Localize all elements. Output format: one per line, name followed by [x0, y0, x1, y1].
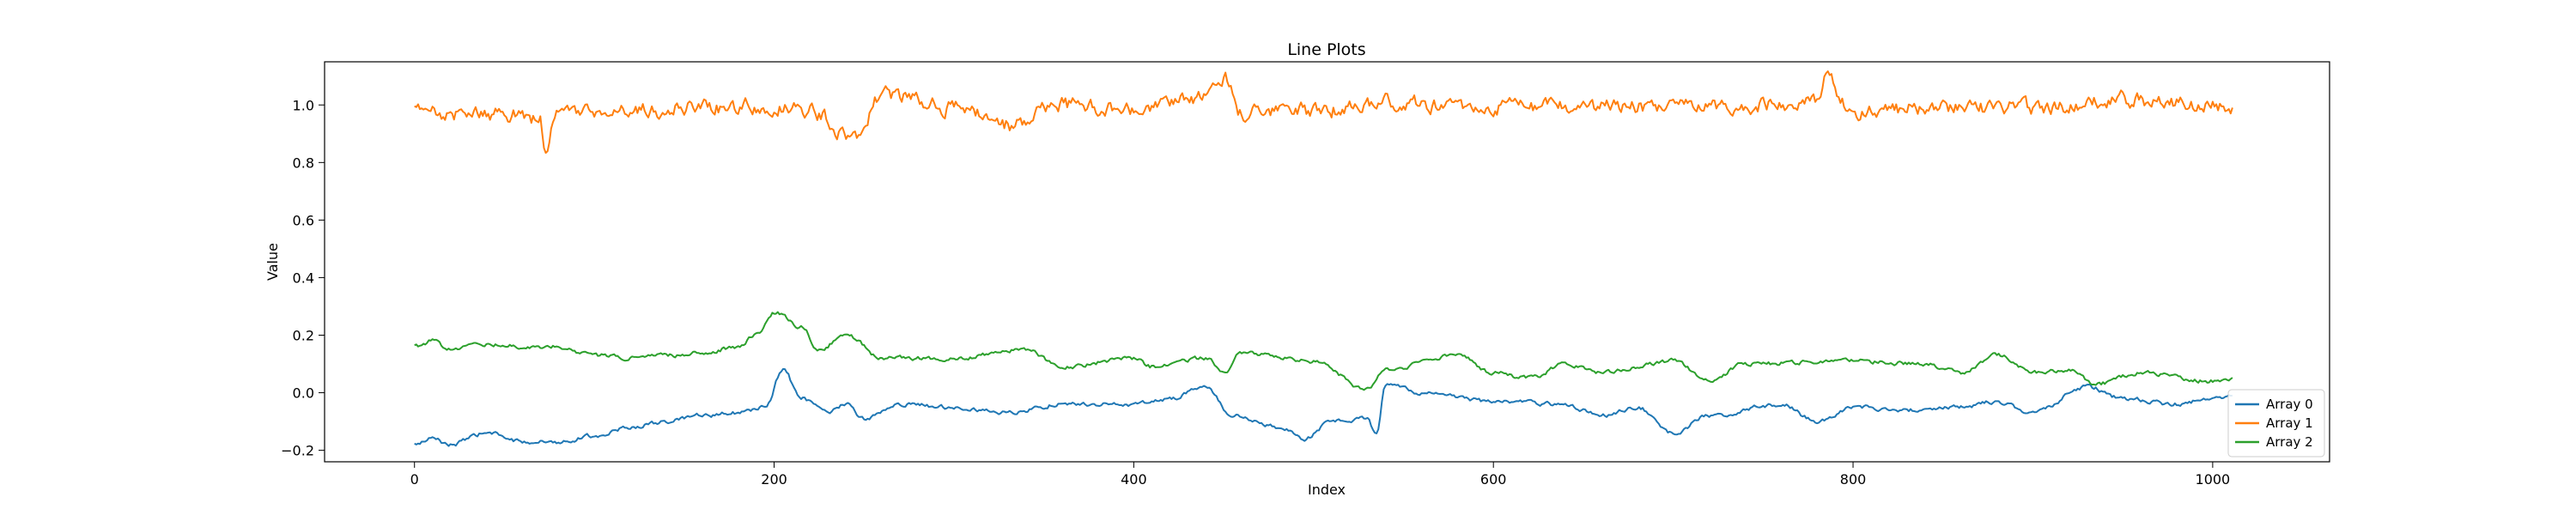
y-tick-label: 0.6	[293, 212, 314, 228]
plot-area: 0 200 400 600 800 1000 −0.2 0.0 0.2 0.4 0.6 0.8 1.0	[281, 61, 2330, 488]
y-tick-label: 0.4	[293, 270, 314, 286]
y-tick-label: 0.0	[293, 385, 314, 402]
x-tick-label: 600	[1480, 471, 1507, 488]
y-tick-label: 1.0	[293, 97, 314, 113]
y-tick-label: 0.8	[293, 154, 314, 171]
y-axis: −0.2 0.0 0.2 0.4 0.6 0.8 1.0	[281, 97, 325, 459]
x-tick-label: 400	[1121, 471, 1147, 488]
chart-title: Line Plots	[1287, 40, 1365, 59]
legend-label: Array 1	[2266, 415, 2313, 431]
legend-box	[2227, 389, 2325, 457]
series-layer	[414, 70, 2233, 447]
series-line-array-2	[414, 311, 2233, 391]
x-axis-title: Index	[1308, 482, 1346, 498]
legend: Array 0 Array 1 Array 2	[2227, 389, 2325, 457]
x-tick-label: 0	[410, 471, 419, 488]
y-tick-label: 0.2	[293, 327, 314, 343]
axes-frame	[324, 61, 2330, 463]
x-tick-label: 1000	[2196, 471, 2231, 488]
legend-label: Array 2	[2266, 434, 2313, 450]
series-line-array-1	[414, 70, 2233, 154]
legend-label: Array 0	[2266, 397, 2313, 412]
series-line-array-0	[414, 367, 2233, 447]
x-tick-label: 200	[761, 471, 787, 488]
x-axis: 0 200 400 600 800 1000	[410, 462, 2231, 488]
y-tick-label: −0.2	[281, 443, 314, 459]
x-tick-label: 800	[1840, 471, 1867, 488]
y-axis-title: Value	[264, 243, 281, 281]
